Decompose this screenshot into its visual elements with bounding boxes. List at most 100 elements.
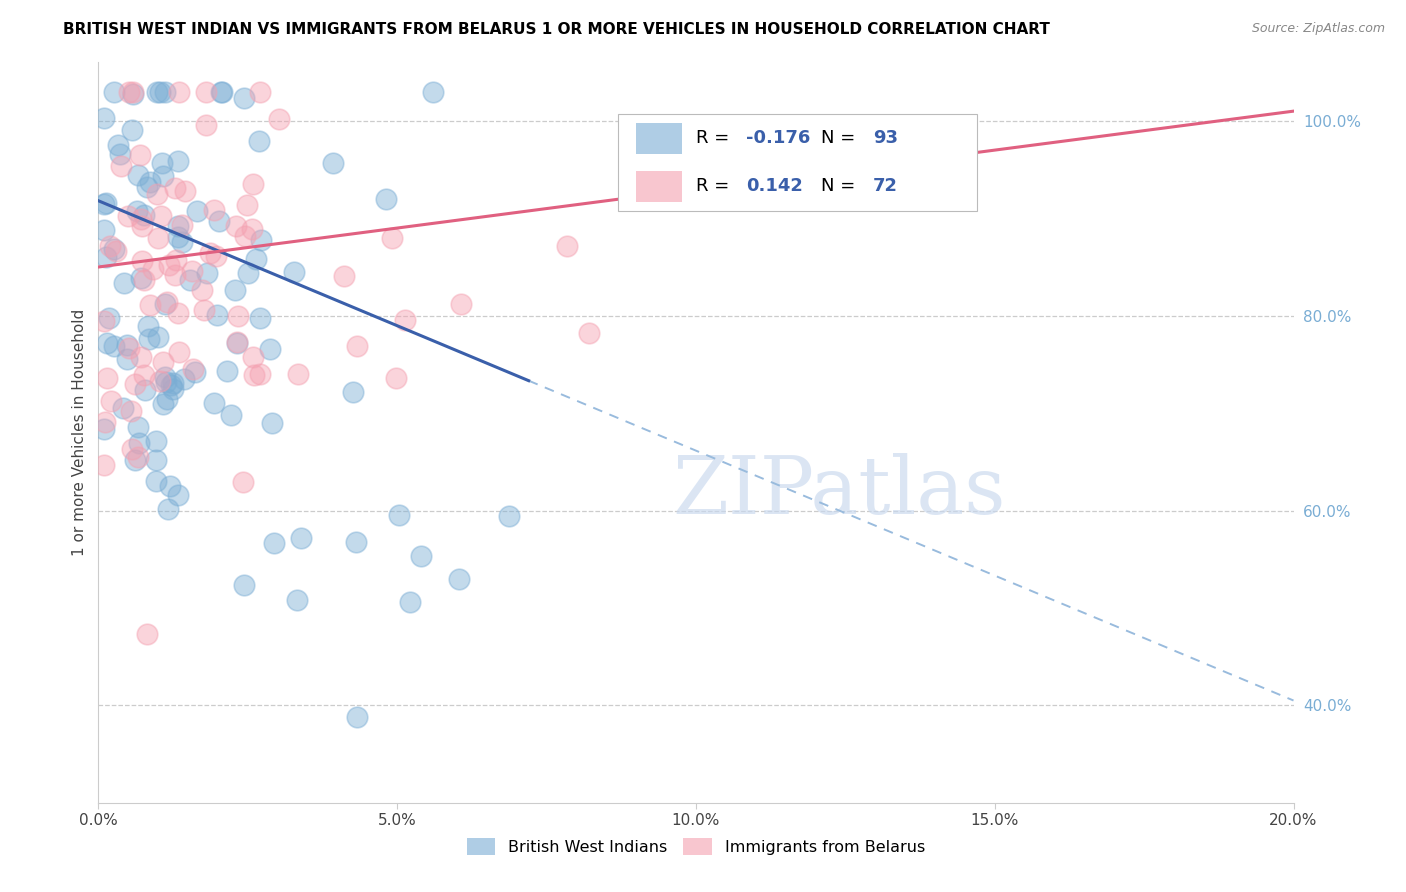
Point bbox=[236, 266, 259, 280]
Point bbox=[240, 222, 263, 236]
Point bbox=[285, 593, 308, 607]
Point bbox=[167, 153, 190, 168]
Point bbox=[129, 350, 152, 364]
Point bbox=[195, 119, 218, 133]
Point bbox=[385, 371, 408, 385]
Point bbox=[202, 396, 225, 410]
Point bbox=[498, 509, 520, 524]
Point bbox=[93, 112, 115, 126]
Point bbox=[242, 178, 264, 192]
Text: Source: ZipAtlas.com: Source: ZipAtlas.com bbox=[1251, 22, 1385, 36]
Point bbox=[167, 219, 190, 233]
Point bbox=[163, 268, 186, 282]
Point bbox=[142, 262, 165, 277]
Point bbox=[381, 230, 404, 244]
Point bbox=[93, 223, 115, 237]
Point bbox=[346, 339, 368, 353]
Point bbox=[170, 235, 193, 249]
Point bbox=[232, 578, 254, 592]
Text: N =: N = bbox=[821, 129, 862, 147]
Point bbox=[409, 549, 432, 563]
Point bbox=[578, 326, 600, 341]
Point bbox=[131, 254, 153, 268]
Point bbox=[112, 401, 135, 415]
Point bbox=[375, 192, 398, 206]
Point bbox=[242, 350, 264, 364]
Point bbox=[221, 409, 243, 423]
Point bbox=[388, 508, 411, 522]
Point bbox=[149, 209, 172, 223]
Point bbox=[181, 361, 204, 376]
Point bbox=[96, 251, 118, 265]
Point bbox=[131, 212, 153, 227]
Point bbox=[128, 148, 150, 162]
Point bbox=[167, 306, 190, 320]
Point bbox=[93, 314, 115, 328]
Point bbox=[132, 209, 155, 223]
Point bbox=[127, 419, 149, 434]
Point bbox=[242, 368, 264, 383]
Point bbox=[146, 231, 169, 245]
Point bbox=[267, 112, 290, 126]
Point bbox=[287, 367, 309, 381]
Point bbox=[121, 442, 143, 456]
Point bbox=[97, 310, 120, 325]
Point bbox=[249, 311, 271, 326]
Point bbox=[145, 434, 167, 449]
FancyBboxPatch shape bbox=[619, 114, 977, 211]
Point bbox=[157, 258, 180, 272]
Point bbox=[155, 375, 177, 389]
Point bbox=[207, 308, 229, 322]
Point bbox=[200, 245, 222, 260]
Point bbox=[167, 230, 190, 244]
Point bbox=[149, 85, 172, 99]
Text: N =: N = bbox=[821, 178, 862, 195]
Point bbox=[174, 185, 197, 199]
Point bbox=[139, 175, 162, 189]
Point bbox=[148, 330, 170, 344]
Point bbox=[153, 370, 176, 384]
Point bbox=[93, 458, 115, 472]
Bar bbox=[637, 123, 682, 154]
Point bbox=[233, 91, 256, 105]
Point bbox=[103, 85, 125, 99]
Point bbox=[132, 273, 155, 287]
Point bbox=[159, 479, 181, 493]
Point bbox=[117, 209, 139, 223]
Point bbox=[162, 376, 184, 390]
Point bbox=[225, 334, 247, 349]
Point bbox=[225, 219, 247, 233]
Point bbox=[127, 168, 149, 182]
Point bbox=[105, 244, 128, 258]
Point bbox=[249, 367, 271, 381]
Point bbox=[156, 392, 179, 407]
Point bbox=[209, 85, 232, 99]
Point bbox=[259, 343, 281, 357]
Point bbox=[447, 573, 470, 587]
Bar bbox=[637, 171, 682, 202]
Point bbox=[94, 196, 117, 211]
Point bbox=[333, 268, 356, 283]
Point bbox=[125, 203, 148, 218]
Point bbox=[173, 372, 195, 386]
Point bbox=[167, 488, 190, 502]
Point bbox=[120, 404, 142, 418]
Point bbox=[179, 272, 201, 286]
Point bbox=[128, 435, 150, 450]
Point bbox=[167, 345, 190, 359]
Point bbox=[344, 535, 367, 549]
Point bbox=[226, 309, 249, 323]
Point bbox=[247, 134, 270, 148]
Point bbox=[93, 197, 115, 211]
Point bbox=[245, 252, 267, 266]
Point bbox=[100, 239, 122, 253]
Point bbox=[224, 283, 246, 297]
Point bbox=[136, 319, 159, 334]
Legend: British West Indians, Immigrants from Belarus: British West Indians, Immigrants from Be… bbox=[460, 832, 932, 862]
Point bbox=[181, 264, 204, 278]
Point bbox=[107, 138, 129, 153]
Text: BRITISH WEST INDIAN VS IMMIGRANTS FROM BELARUS 1 OR MORE VEHICLES IN HOUSEHOLD C: BRITISH WEST INDIAN VS IMMIGRANTS FROM B… bbox=[63, 22, 1050, 37]
Point bbox=[145, 453, 167, 467]
Point bbox=[152, 397, 174, 411]
Point bbox=[145, 475, 167, 489]
